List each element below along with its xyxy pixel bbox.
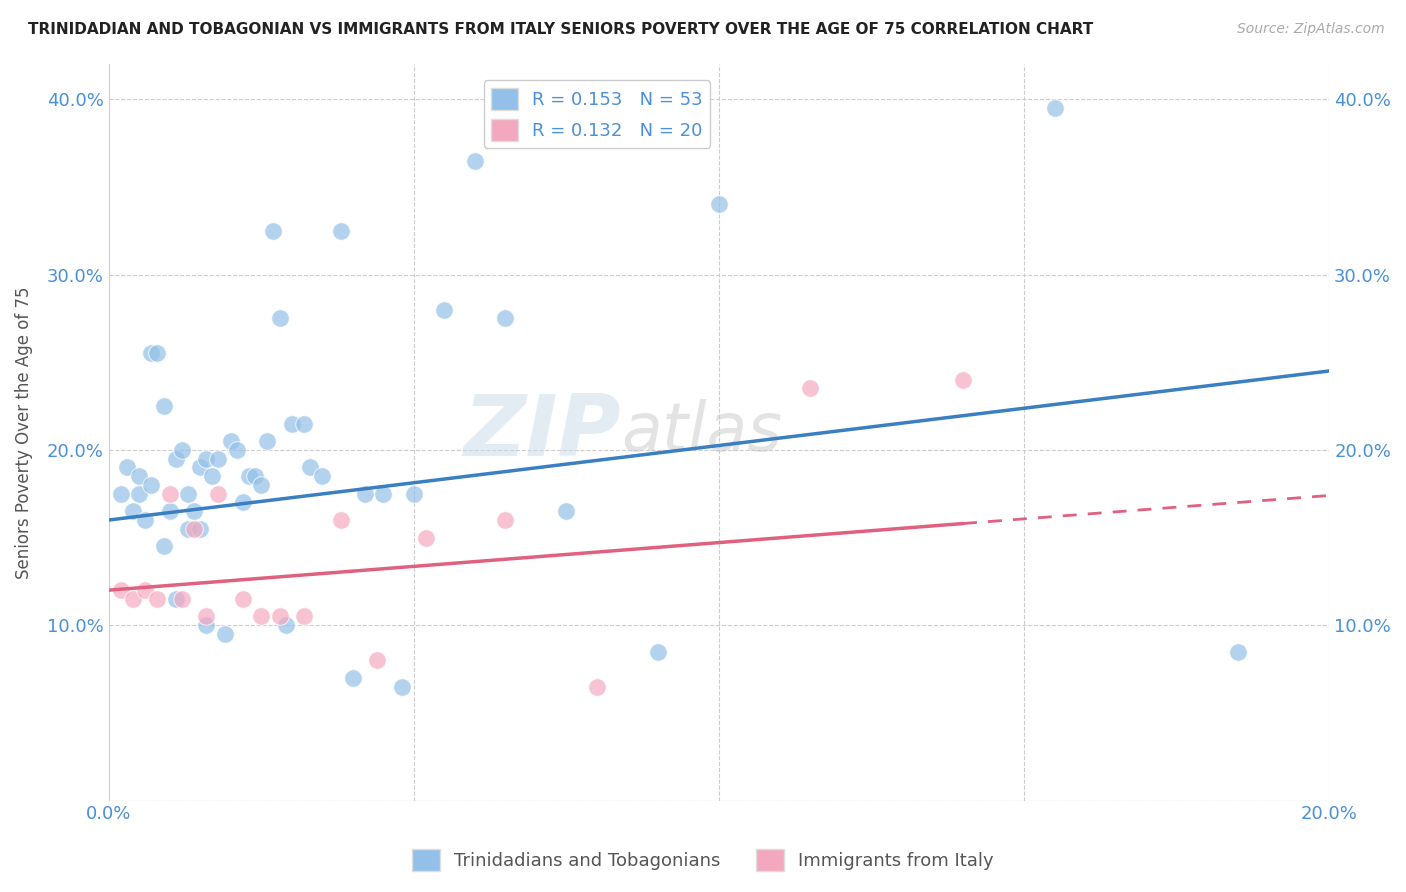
- Point: [165, 451, 187, 466]
- Text: ZIP: ZIP: [464, 391, 621, 474]
- Point: [494, 311, 516, 326]
- Point: [342, 671, 364, 685]
- Point: [292, 417, 315, 431]
- Point: [195, 451, 218, 466]
- Point: [1043, 101, 1066, 115]
- Point: [647, 644, 669, 658]
- Point: [195, 609, 218, 624]
- Point: [128, 469, 150, 483]
- Point: [188, 522, 211, 536]
- Point: [366, 653, 388, 667]
- Point: [214, 627, 236, 641]
- Point: [707, 197, 730, 211]
- Point: [225, 442, 247, 457]
- Point: [952, 373, 974, 387]
- Point: [391, 680, 413, 694]
- Point: [128, 486, 150, 500]
- Point: [159, 504, 181, 518]
- Point: [250, 478, 273, 492]
- Point: [110, 583, 132, 598]
- Point: [177, 486, 200, 500]
- Point: [183, 522, 205, 536]
- Legend: Trinidadians and Tobagonians, Immigrants from Italy: Trinidadians and Tobagonians, Immigrants…: [405, 842, 1001, 879]
- Point: [464, 153, 486, 168]
- Point: [354, 486, 377, 500]
- Point: [262, 224, 284, 238]
- Point: [329, 224, 352, 238]
- Point: [110, 486, 132, 500]
- Point: [141, 478, 163, 492]
- Point: [586, 680, 609, 694]
- Point: [115, 460, 138, 475]
- Point: [555, 504, 578, 518]
- Point: [177, 522, 200, 536]
- Point: [232, 591, 254, 606]
- Point: [299, 460, 322, 475]
- Point: [134, 513, 156, 527]
- Point: [207, 451, 229, 466]
- Point: [122, 591, 145, 606]
- Point: [134, 583, 156, 598]
- Point: [292, 609, 315, 624]
- Y-axis label: Seniors Poverty Over the Age of 75: Seniors Poverty Over the Age of 75: [15, 286, 32, 579]
- Point: [494, 513, 516, 527]
- Text: TRINIDADIAN AND TOBAGONIAN VS IMMIGRANTS FROM ITALY SENIORS POVERTY OVER THE AGE: TRINIDADIAN AND TOBAGONIAN VS IMMIGRANTS…: [28, 22, 1094, 37]
- Point: [274, 618, 297, 632]
- Point: [232, 495, 254, 509]
- Point: [329, 513, 352, 527]
- Point: [165, 591, 187, 606]
- Point: [799, 382, 821, 396]
- Point: [152, 539, 174, 553]
- Legend: R = 0.153   N = 53, R = 0.132   N = 20: R = 0.153 N = 53, R = 0.132 N = 20: [484, 80, 710, 148]
- Point: [373, 486, 395, 500]
- Point: [238, 469, 260, 483]
- Point: [269, 311, 291, 326]
- Point: [170, 442, 193, 457]
- Point: [415, 531, 437, 545]
- Text: atlas: atlas: [621, 400, 782, 466]
- Point: [243, 469, 266, 483]
- Point: [207, 486, 229, 500]
- Point: [201, 469, 224, 483]
- Point: [141, 346, 163, 360]
- Point: [269, 609, 291, 624]
- Text: Source: ZipAtlas.com: Source: ZipAtlas.com: [1237, 22, 1385, 37]
- Point: [170, 591, 193, 606]
- Point: [183, 504, 205, 518]
- Point: [146, 591, 169, 606]
- Point: [195, 618, 218, 632]
- Point: [1226, 644, 1249, 658]
- Point: [433, 302, 456, 317]
- Point: [250, 609, 273, 624]
- Point: [219, 434, 242, 449]
- Point: [256, 434, 278, 449]
- Point: [188, 460, 211, 475]
- Point: [152, 399, 174, 413]
- Point: [311, 469, 333, 483]
- Point: [159, 486, 181, 500]
- Point: [146, 346, 169, 360]
- Point: [280, 417, 302, 431]
- Point: [122, 504, 145, 518]
- Point: [402, 486, 425, 500]
